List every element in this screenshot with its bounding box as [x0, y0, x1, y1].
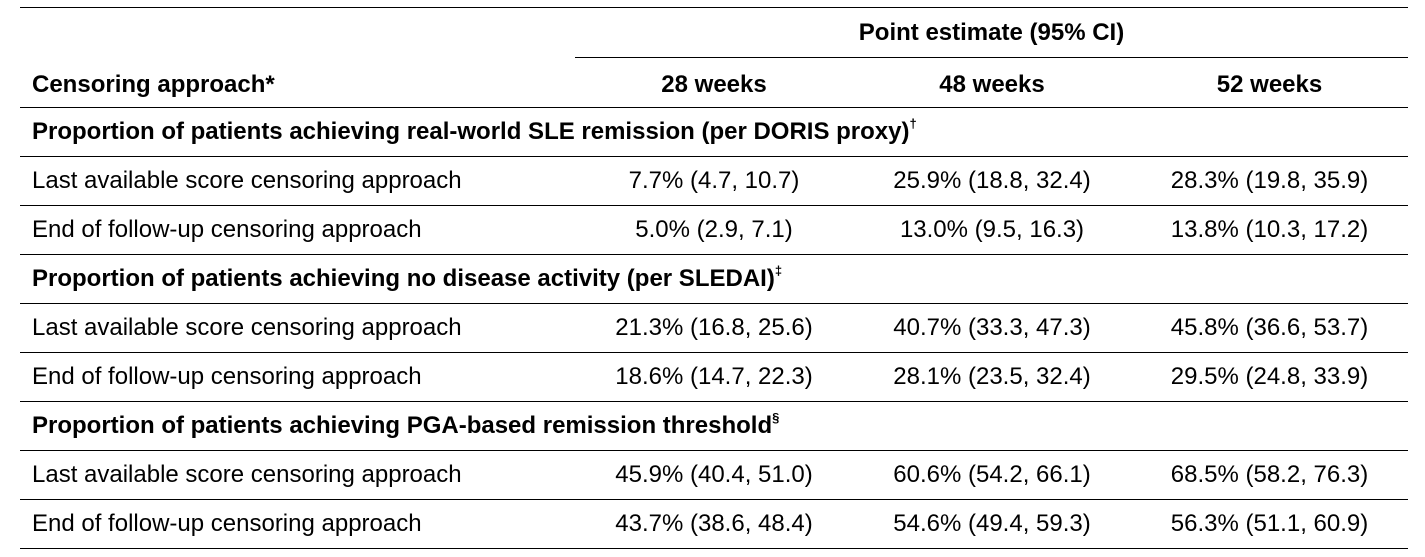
footnote-mark: ‡	[774, 263, 783, 278]
cell-52-weeks: 45.8% (36.6, 53.7)	[1131, 303, 1408, 353]
section-title-text: Proportion of patients achieving real-wo…	[32, 118, 910, 145]
footnote-mark: §	[772, 410, 780, 425]
results-table: Point estimate (95% CI) Censoring approa…	[20, 7, 1408, 549]
cell-28-weeks: 7.7% (4.7, 10.7)	[575, 156, 853, 206]
table-row: End of follow-up censoring approach 43.7…	[20, 499, 1408, 549]
row-label: End of follow-up censoring approach	[20, 352, 575, 402]
column-header-28-weeks: 28 weeks	[661, 71, 767, 98]
header-columns-row: Censoring approach* 28 weeks 48 weeks 52…	[20, 58, 1408, 108]
cell-52-weeks: 29.5% (24.8, 33.9)	[1131, 352, 1408, 402]
censoring-approach-header: Censoring approach*	[32, 71, 275, 98]
row-label: Last available score censoring approach	[20, 303, 575, 353]
cell-28-weeks: 45.9% (40.4, 51.0)	[575, 450, 853, 500]
cell-48-weeks: 54.6% (49.4, 59.3)	[853, 499, 1131, 549]
row-label: Last available score censoring approach	[20, 450, 575, 500]
cell-48-weeks: 60.6% (54.2, 66.1)	[853, 450, 1131, 500]
section-title: Proportion of patients achieving real-wo…	[20, 107, 1408, 157]
table-row: Last available score censoring approach …	[20, 450, 1408, 500]
row-label: End of follow-up censoring approach	[20, 205, 575, 255]
row-label: Last available score censoring approach	[20, 156, 575, 206]
cell-52-weeks: 13.8% (10.3, 17.2)	[1131, 205, 1408, 255]
point-estimate-header: Point estimate (95% CI)	[575, 7, 1408, 58]
cell-28-weeks: 43.7% (38.6, 48.4)	[575, 499, 853, 549]
table-row: End of follow-up censoring approach 18.6…	[20, 352, 1408, 402]
cell-48-weeks: 13.0% (9.5, 16.3)	[853, 205, 1131, 255]
cell-48-weeks: 40.7% (33.3, 47.3)	[853, 303, 1131, 353]
cell-28-weeks: 21.3% (16.8, 25.6)	[575, 303, 853, 353]
table-row: Last available score censoring approach …	[20, 156, 1408, 206]
table-row: End of follow-up censoring approach 5.0%…	[20, 205, 1408, 255]
header-group-row: Point estimate (95% CI)	[20, 7, 1408, 58]
section-row-sledai: Proportion of patients achieving no dise…	[20, 254, 1408, 304]
section-title-text: Proportion of patients achieving no dise…	[32, 265, 775, 292]
cell-28-weeks: 18.6% (14.7, 22.3)	[575, 352, 853, 402]
section-title-text: Proportion of patients achieving PGA-bas…	[32, 412, 773, 439]
section-title: Proportion of patients achieving PGA-bas…	[20, 401, 1408, 451]
section-row-pga-remission: Proportion of patients achieving PGA-bas…	[20, 401, 1408, 451]
cell-52-weeks: 68.5% (58.2, 76.3)	[1131, 450, 1408, 500]
section-title: Proportion of patients achieving no dise…	[20, 254, 1408, 304]
cell-28-weeks: 5.0% (2.9, 7.1)	[575, 205, 853, 255]
column-header-52-weeks: 52 weeks	[1216, 71, 1323, 98]
cell-48-weeks: 28.1% (23.5, 32.4)	[853, 352, 1131, 402]
row-label: End of follow-up censoring approach	[20, 499, 575, 549]
header-empty-cell	[20, 8, 575, 58]
column-header-48-weeks: 48 weeks	[939, 71, 1045, 98]
section-row-doris-remission: Proportion of patients achieving real-wo…	[20, 107, 1408, 157]
cell-48-weeks: 25.9% (18.8, 32.4)	[853, 156, 1131, 206]
cell-52-weeks: 28.3% (19.8, 35.9)	[1131, 156, 1408, 206]
footnote-mark: †	[909, 116, 917, 131]
table-row: Last available score censoring approach …	[20, 303, 1408, 353]
cell-52-weeks: 56.3% (51.1, 60.9)	[1131, 499, 1408, 549]
